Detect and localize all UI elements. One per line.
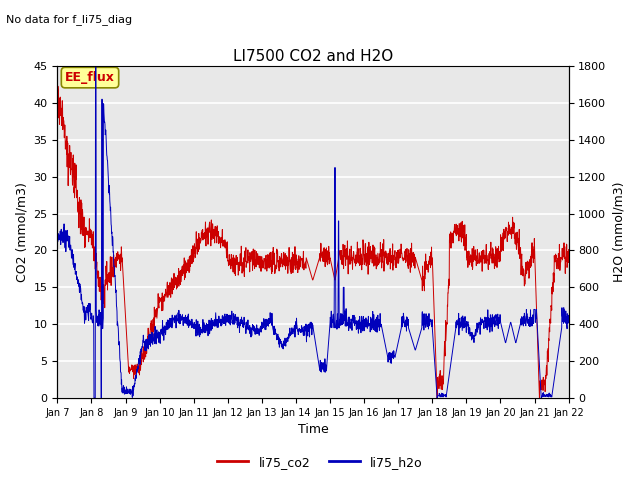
- Text: No data for f_li75_diag: No data for f_li75_diag: [6, 14, 132, 25]
- X-axis label: Time: Time: [298, 423, 328, 436]
- Y-axis label: H2O (mmol/m3): H2O (mmol/m3): [612, 182, 625, 282]
- Text: EE_flux: EE_flux: [65, 71, 115, 84]
- Y-axis label: CO2 (mmol/m3): CO2 (mmol/m3): [15, 182, 28, 282]
- Legend: li75_co2, li75_h2o: li75_co2, li75_h2o: [212, 451, 428, 474]
- Title: LI7500 CO2 and H2O: LI7500 CO2 and H2O: [233, 48, 393, 63]
